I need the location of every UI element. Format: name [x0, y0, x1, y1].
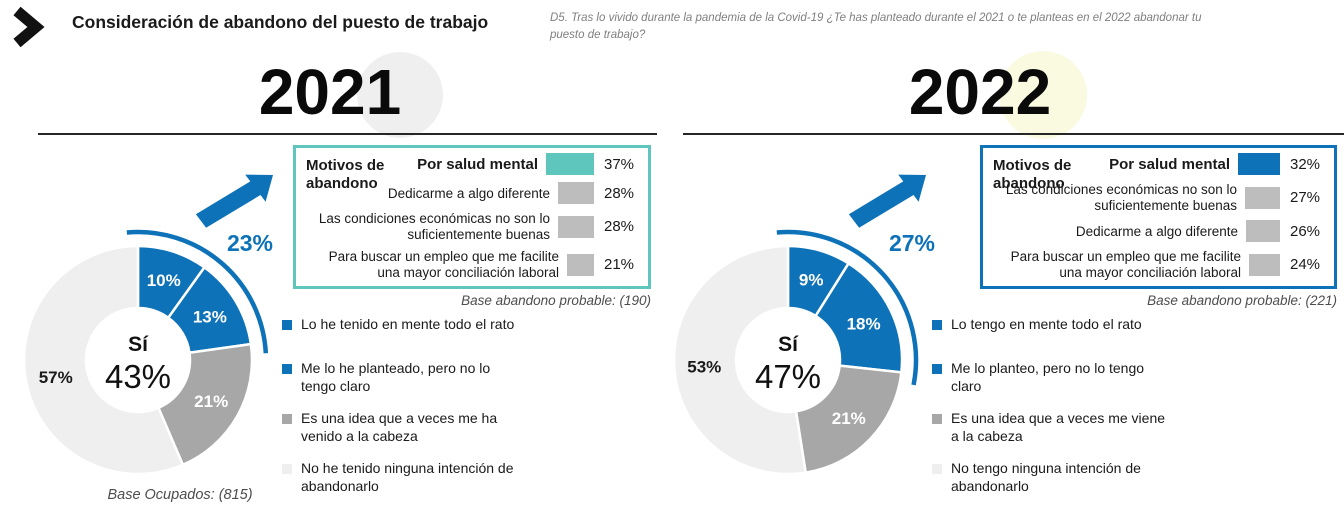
motives-box-title: Motivos de abandono — [306, 157, 385, 192]
motive-value: 24% — [1290, 256, 1321, 274]
svg-text:47%: 47% — [755, 358, 821, 395]
motive-row: Para buscar un empleo que me facilite un… — [304, 249, 640, 280]
svg-text:21%: 21% — [194, 392, 228, 411]
legend-marker — [932, 320, 942, 330]
legend-marker — [282, 364, 292, 374]
legend-item: No he tenido ninguna intención de abando… — [282, 460, 522, 496]
motive-bar — [1246, 220, 1280, 243]
legend-label: Es una idea que a veces me ha venido a l… — [301, 409, 498, 444]
base-ocupados-note: Base Ocupados: (815) — [107, 487, 253, 503]
base-abandono-note: Base abandono probable: (190) — [461, 293, 651, 308]
divider-line — [38, 133, 657, 135]
svg-text:10%: 10% — [147, 271, 181, 290]
motive-label: Para buscar un empleo que me facilite un… — [328, 249, 559, 280]
motive-bar — [546, 153, 594, 176]
svg-text:9%: 9% — [799, 270, 824, 289]
motive-bar — [558, 182, 594, 205]
svg-text:Sí: Sí — [128, 333, 149, 356]
page-title: Consideración de abandono del puesto de … — [72, 12, 489, 32]
motives-rows: Por salud mental 37% Dedicarme a algo di… — [304, 150, 640, 284]
legend-marker — [282, 413, 292, 424]
donut-legend: Lo tengo en mente todo el rato Me lo pla… — [932, 316, 1172, 509]
motive-row: Dedicarme a algo diferente 26% — [991, 220, 1326, 243]
panel-2021: 2021 10% 13% 21% 57% Sí 43% 23% Motivos de ab… — [0, 0, 660, 509]
legend-item: Me lo he planteado, pero no lo tengo cla… — [282, 360, 522, 396]
up-arrow-icon — [195, 174, 273, 228]
motives-box-title: Motivos de abandono — [993, 157, 1072, 192]
motive-value: 32% — [1290, 155, 1321, 173]
legend-item: Lo tengo en mente todo el rato — [932, 316, 1172, 346]
motives-box: Motivos de abandono Por salud mental 37%… — [293, 145, 651, 289]
year-heading: 2021 — [258, 56, 402, 128]
base-abandono-note: Base abandono probable: (221) — [1147, 293, 1337, 308]
legend-item: Es una idea que a veces me viene a la ca… — [932, 410, 1172, 446]
svg-text:43%: 43% — [105, 358, 171, 395]
legend-marker — [282, 320, 292, 330]
motive-row: Para buscar un empleo que me facilite un… — [991, 249, 1326, 280]
legend-marker — [932, 463, 942, 474]
chevron-right-icon — [13, 6, 45, 48]
motive-label: Por salud mental — [417, 155, 538, 173]
motive-row: Dedicarme a algo diferente 28% — [304, 182, 640, 205]
donut-legend: Lo he tenido en mente todo el rato Me lo… — [282, 316, 522, 509]
year-highlight-circle — [357, 52, 443, 138]
motive-bar — [558, 215, 594, 238]
motive-label: Las condiciones económicas no son lo suf… — [318, 211, 550, 242]
legend-item: Es una idea que a veces me ha venido a l… — [282, 410, 522, 446]
legend-label: Es una idea que a veces me viene a la ca… — [951, 409, 1166, 444]
divider-line — [683, 133, 1344, 135]
legend-label: Lo he tenido en mente todo el rato — [301, 316, 515, 332]
motives-box: Motivos de abandono Por salud mental 32%… — [980, 145, 1337, 289]
motives-rows: Por salud mental 32% Las condiciones eco… — [991, 150, 1326, 284]
svg-text:21%: 21% — [832, 409, 866, 428]
panel-2022: 2022 9% 18% 21% 53% Sí 47% 27% Motivos de aba… — [660, 0, 1344, 509]
motive-label: Para buscar un empleo que me facilite un… — [1010, 249, 1241, 280]
motive-row: Las condiciones económicas no son lo suf… — [991, 182, 1326, 213]
motive-label: Dedicarme a algo diferente — [1075, 223, 1238, 239]
motive-value: 21% — [604, 256, 635, 274]
considering-total: 23% — [226, 230, 274, 256]
svg-text:53%: 53% — [687, 358, 721, 377]
motive-value: 27% — [1290, 189, 1321, 207]
svg-text:57%: 57% — [39, 368, 73, 387]
motive-bar — [1249, 253, 1280, 276]
motive-row: Las condiciones económicas no son lo suf… — [304, 211, 640, 242]
year-highlight-circle — [999, 51, 1087, 139]
svg-text:18%: 18% — [847, 314, 881, 333]
motive-value: 28% — [604, 218, 635, 236]
motive-value: 26% — [1290, 222, 1321, 240]
motive-label: Por salud mental — [1109, 155, 1230, 173]
survey-question: D5. Tras lo vivido durante la pandemia d… — [550, 12, 1202, 42]
considering-total: 27% — [888, 230, 936, 256]
motive-row: Por salud mental 32% — [991, 153, 1326, 176]
legend-item: No tengo ninguna intención de abandonarl… — [932, 460, 1172, 496]
motive-bar — [567, 253, 594, 276]
svg-text:Sí: Sí — [778, 333, 799, 356]
legend-label: No tengo ninguna intención de abandonarl… — [951, 459, 1141, 494]
legend-label: Me lo he planteado, pero no lo tengo cla… — [301, 360, 491, 394]
up-arrow-icon — [848, 174, 926, 228]
legend-item: Me lo planteo, pero no lo tengo claro — [932, 360, 1172, 396]
legend-item: Lo he tenido en mente todo el rato — [282, 316, 522, 346]
motive-label: Dedicarme a algo diferente — [387, 185, 550, 201]
legend-label: No he tenido ninguna intención de abando… — [301, 459, 514, 494]
legend-label: Lo tengo en mente todo el rato — [951, 316, 1142, 332]
motive-label: Las condiciones económicas no son lo suf… — [1005, 182, 1237, 213]
motive-value: 37% — [604, 155, 635, 173]
legend-marker — [932, 413, 942, 424]
legend-marker — [282, 463, 292, 474]
motive-bar — [1238, 153, 1280, 176]
motive-bar — [1245, 186, 1280, 209]
motive-value: 28% — [604, 184, 635, 202]
svg-text:13%: 13% — [193, 308, 227, 327]
year-heading: 2022 — [908, 56, 1052, 128]
legend-marker — [932, 364, 942, 374]
legend-label: Me lo planteo, pero no lo tengo claro — [951, 360, 1145, 394]
motive-row: Por salud mental 37% — [304, 153, 640, 176]
